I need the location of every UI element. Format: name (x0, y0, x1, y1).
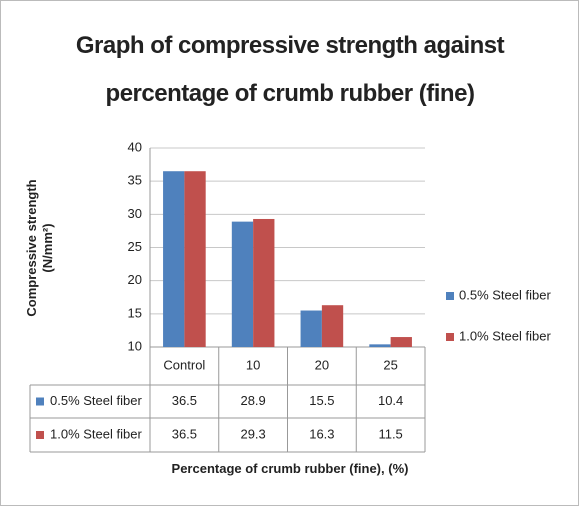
y-axis-label: Compressive strength (N/mm²) (24, 179, 55, 317)
bar (163, 171, 185, 347)
y-tick-label: 15 (128, 305, 142, 320)
x-tick-label: 20 (315, 357, 329, 372)
bar (231, 221, 254, 347)
y-tick-label: 25 (128, 239, 142, 254)
bar (369, 344, 391, 347)
bar (253, 218, 275, 347)
legend-key (446, 333, 454, 341)
chart-title: Graph of compressive strength against pe… (75, 32, 505, 107)
table-legend-key (36, 397, 44, 406)
y-tick-label: 40 (128, 139, 142, 154)
x-axis-label: Percentage of crumb rubber (fine), (%) (171, 461, 409, 476)
y-tick-label: 20 (128, 272, 142, 287)
table-value: 16.3 (309, 426, 334, 441)
table-value: 15.5 (309, 393, 334, 408)
table-value: 28.9 (240, 393, 265, 408)
legend-key (446, 292, 454, 300)
table-series-name: 1.0% Steel fiber (50, 426, 142, 441)
y-tick-label: 30 (128, 206, 142, 221)
bar (184, 171, 206, 347)
table-value: 10.4 (378, 393, 403, 408)
legend-label: 0.5% Steel fiber (459, 287, 551, 302)
bar (300, 310, 322, 347)
table-series-name: 0.5% Steel fiber (50, 393, 142, 408)
table-value: 11.5 (378, 426, 402, 441)
bar (321, 305, 344, 347)
legend-label: 1.0% Steel fiber (459, 328, 551, 343)
y-tick-label: 10 (128, 338, 142, 353)
y-tick-label: 35 (128, 173, 142, 188)
table-value: 29.3 (240, 426, 265, 441)
table-value: 36.5 (172, 426, 197, 441)
table-value: 36.5 (172, 393, 197, 408)
x-tick-label: 25 (383, 357, 397, 372)
table-legend-key (36, 431, 44, 439)
x-tick-label: Control (163, 357, 205, 372)
x-tick-label: 10 (246, 357, 260, 372)
bar (390, 337, 412, 347)
